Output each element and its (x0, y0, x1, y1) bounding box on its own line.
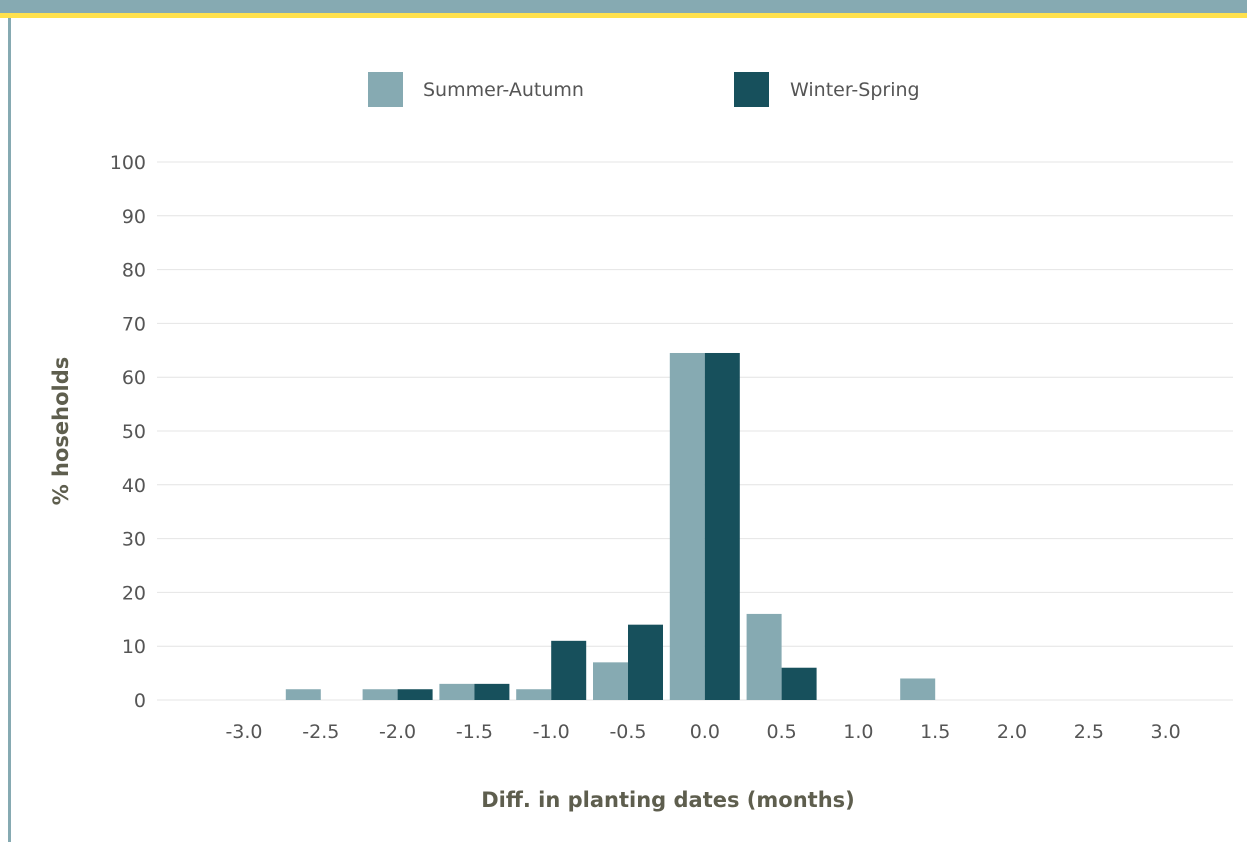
bars (285, 352, 936, 700)
bar-summer-autumn--2.5 (285, 689, 321, 700)
header-accent-line (0, 13, 1247, 18)
bar-summer-autumn--2.0 (362, 689, 398, 700)
legend-swatch-summer-autumn (368, 72, 403, 107)
y-tick-label: 80 (122, 260, 146, 282)
y-tick-label: 100 (110, 152, 146, 174)
y-tick-label: 20 (122, 582, 146, 604)
x-tick-label: 2.5 (1074, 721, 1104, 743)
x-tick-label: -2.5 (302, 721, 339, 743)
x-tick-label: -2.0 (379, 721, 416, 743)
y-tick-label: 10 (122, 636, 146, 658)
legend-label-winter-spring: Winter-Spring (790, 79, 920, 101)
y-tick-label: 90 (122, 206, 146, 228)
legend-label-summer-autumn: Summer-Autumn (423, 79, 584, 101)
bar-winter-spring--1.5 (474, 683, 510, 700)
x-tick-label: -3.0 (225, 721, 262, 743)
x-axis-title: Diff. in planting dates (months) (481, 788, 855, 812)
bar-summer-autumn--0.5 (593, 662, 628, 700)
bar-winter-spring--1.0 (551, 640, 587, 700)
y-tick-label: 70 (122, 313, 146, 335)
x-tick-label: 1.0 (843, 721, 873, 743)
legend-swatch-winter-spring (734, 72, 769, 107)
bar-winter-spring-0.5 (781, 667, 817, 700)
y-axis-title: % hoseholds (49, 357, 73, 506)
x-tick-label: -1.0 (533, 721, 570, 743)
x-axis-ticks: -3.0 -2.5 -2.0 -1.5 -1.0 -0.5 0.0 0.5 1.0 1.5 2.0 2… (225, 721, 1180, 743)
bar-winter-spring-0.0 (704, 352, 740, 700)
bar-summer-autumn-0.0 (669, 352, 705, 700)
x-tick-label: 0.0 (690, 721, 720, 743)
x-tick-label: 2.0 (997, 721, 1027, 743)
y-tick-label: 60 (122, 367, 146, 389)
x-tick-label: 1.5 (920, 721, 950, 743)
bar-winter-spring--2.0 (397, 689, 433, 700)
y-tick-label: 40 (122, 475, 146, 497)
chart-legend: Summer-Autumn Winter-Spring (368, 72, 920, 107)
bar-winter-spring--0.5 (628, 624, 663, 700)
left-border-rule (8, 18, 11, 842)
x-tick-label: 0.5 (766, 721, 796, 743)
x-tick-label: -0.5 (609, 721, 646, 743)
y-tick-label: 30 (122, 529, 146, 551)
header-bar (0, 0, 1247, 13)
x-tick-label: 3.0 (1150, 721, 1180, 743)
bar-summer-autumn--1.0 (516, 689, 552, 700)
bar-summer-autumn--1.5 (439, 683, 475, 700)
x-tick-label: -1.5 (456, 721, 493, 743)
y-tick-label: 0 (134, 690, 146, 712)
gridlines (157, 161, 1233, 701)
y-tick-label: 50 (122, 421, 146, 443)
bar-summer-autumn-1.5 (900, 678, 936, 700)
bar-summer-autumn-0.5 (746, 613, 782, 700)
y-axis-ticks: 0 10 20 30 40 50 60 70 80 90 100 (110, 152, 146, 712)
